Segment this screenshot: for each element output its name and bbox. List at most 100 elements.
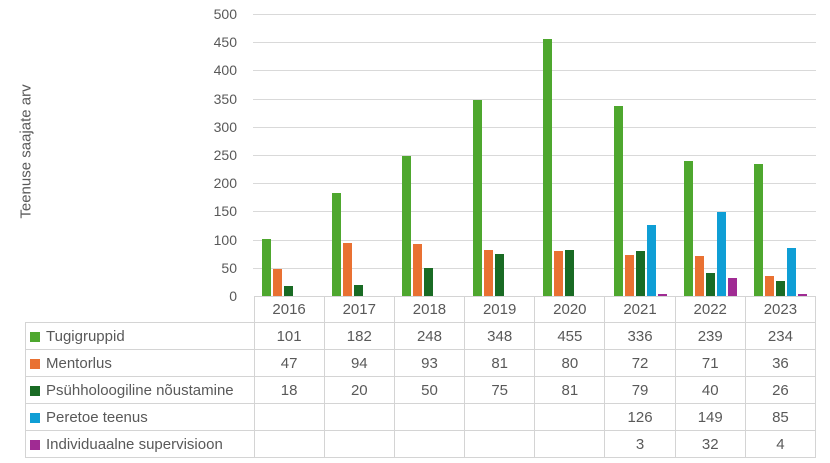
x-axis-label: 2020 <box>534 296 606 323</box>
bar <box>343 243 353 296</box>
legend-swatch <box>30 385 40 396</box>
series-name: Psühholoogiline nõustamine <box>46 381 234 399</box>
bar-group-2020 <box>535 14 605 296</box>
legend-swatch <box>30 331 40 342</box>
bar <box>472 100 482 296</box>
y-tick-label: 100 <box>213 232 237 248</box>
y-tick-label: 150 <box>213 203 237 219</box>
legend-cell: Peretoe teenus <box>25 403 255 431</box>
bar <box>554 251 564 296</box>
bar <box>483 250 493 296</box>
bar <box>727 278 737 296</box>
bar <box>776 281 786 296</box>
bar <box>261 239 271 296</box>
legend-swatch <box>30 412 40 423</box>
gridline <box>253 14 816 15</box>
bar <box>543 39 553 296</box>
table-value-cell <box>534 403 606 431</box>
data-table: 2016 2017 2018 2019 2020 2021 2022 2023 Tugigrup… <box>25 296 817 458</box>
x-axis-label: 2018 <box>393 296 466 323</box>
table-value-cell: 79 <box>604 376 676 404</box>
table-value-cell: 101 <box>253 322 325 350</box>
bar <box>332 193 342 296</box>
bar <box>694 256 704 296</box>
legend-cell: Psühholoogiline nõustamine <box>25 376 255 404</box>
bar <box>402 156 412 296</box>
table-value-cell: 348 <box>464 322 536 350</box>
table-row: Peretoe teenus 126 149 85 <box>25 403 817 431</box>
gridline <box>253 70 816 71</box>
y-tick-label: 400 <box>213 62 237 78</box>
bar <box>613 106 623 296</box>
table-row: Psühholoogiline nõustamine 18 20 50 75 81 79 40… <box>25 376 817 404</box>
table-value-cell <box>393 403 466 431</box>
bar <box>624 255 634 296</box>
table-value-cell: 94 <box>323 349 395 377</box>
table-value-cell: 81 <box>464 349 536 377</box>
bar-group-2019 <box>464 14 534 296</box>
legend-swatch <box>30 439 40 450</box>
table-value-cell: 36 <box>744 349 817 377</box>
table-value-cell: 248 <box>393 322 466 350</box>
table-value-cell: 234 <box>744 322 817 350</box>
series-name: Individuaalne supervisioon <box>46 435 223 453</box>
y-tick-label: 300 <box>213 119 237 135</box>
bar <box>754 164 764 296</box>
gridline <box>253 183 816 184</box>
table-corner-cell <box>26 297 255 323</box>
bar <box>272 269 282 296</box>
table-value-cell: 239 <box>674 322 746 350</box>
gridline <box>253 268 816 269</box>
table-value-cell: 50 <box>393 376 466 404</box>
gridline <box>253 99 816 100</box>
x-axis-label: 2016 <box>253 296 325 323</box>
table-row: Mentorlus 47 94 93 81 80 72 71 36 <box>25 349 817 377</box>
gridline <box>253 155 816 156</box>
legend-swatch <box>30 358 40 369</box>
series-name: Tugigruppid <box>46 327 125 345</box>
table-value-cell: 93 <box>393 349 466 377</box>
bar-group-2018 <box>394 14 464 296</box>
gridline <box>253 240 816 241</box>
table-value-cell: 71 <box>674 349 746 377</box>
x-axis-label: 2021 <box>604 296 676 323</box>
series-name: Mentorlus <box>46 354 112 372</box>
table-value-cell: 80 <box>534 349 606 377</box>
table-value-cell <box>253 403 325 431</box>
bars-layer <box>253 14 816 296</box>
legend-cell: Individuaalne supervisioon <box>25 430 255 458</box>
bar <box>494 254 504 296</box>
table-row: Tugigruppid 101 182 248 348 455 336 239 234 <box>25 322 817 350</box>
bar <box>683 161 693 296</box>
table-value-cell: 72 <box>604 349 676 377</box>
table-value-cell: 75 <box>464 376 536 404</box>
y-tick-label: 50 <box>221 260 237 276</box>
y-tick-label: 450 <box>213 34 237 50</box>
bar-group-2023 <box>746 14 816 296</box>
bar <box>565 250 575 296</box>
table-value-cell: 18 <box>253 376 325 404</box>
x-axis-label: 2019 <box>464 296 536 323</box>
y-tick-label: 350 <box>213 91 237 107</box>
legend-cell: Tugigruppid <box>25 322 255 350</box>
x-axis-label: 2022 <box>674 296 746 323</box>
bar-group-2022 <box>675 14 745 296</box>
table-value-cell: 85 <box>744 403 817 431</box>
bar <box>657 294 667 296</box>
y-tick-label: 200 <box>213 175 237 191</box>
table-value-cell: 40 <box>674 376 746 404</box>
legend-cell: Mentorlus <box>25 349 255 377</box>
bar <box>283 286 293 296</box>
table-value-cell: 32 <box>674 430 746 458</box>
table-value-cell <box>464 430 536 458</box>
bar-group-2016 <box>253 14 323 296</box>
y-axis: 0 50 100 150 200 250 300 350 400 450 500 <box>180 0 237 310</box>
table-value-cell <box>534 430 606 458</box>
bar <box>705 273 715 296</box>
table-value-cell <box>323 430 395 458</box>
y-tick-label: 0 <box>229 288 237 304</box>
table-value-cell: 336 <box>604 322 676 350</box>
table-value-cell <box>393 430 466 458</box>
table-value-cell <box>253 430 325 458</box>
